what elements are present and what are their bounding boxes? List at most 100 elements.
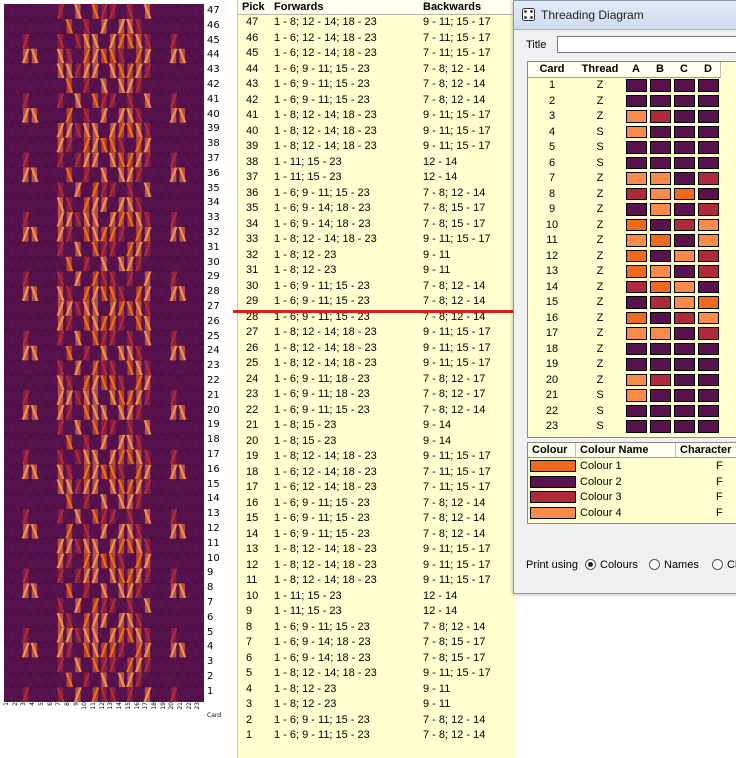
hole-colour-cell[interactable] [626, 110, 647, 123]
pick-row[interactable]: 37 1 - 11; 15 - 23 12 - 14 [238, 170, 515, 186]
pick-row[interactable]: 14 1 - 6; 9 - 11; 15 - 23 7 - 8; 12 - 14 [238, 527, 515, 543]
pick-row[interactable]: 18 1 - 6; 12 - 14; 18 - 23 7 - 11; 15 - 17 [238, 465, 515, 481]
hole-colour-cell[interactable] [698, 296, 719, 309]
hole-colour-cell[interactable] [650, 110, 671, 123]
hole-colour-cell[interactable] [650, 203, 671, 216]
thread-direction[interactable]: Z [596, 187, 604, 200]
thread-direction[interactable]: S [596, 389, 604, 401]
hole-colour-cell[interactable] [698, 265, 719, 278]
card-row[interactable]: 19 Z [528, 357, 736, 373]
card-row[interactable]: 11 Z [528, 233, 736, 249]
hole-colour-cell[interactable] [674, 94, 695, 107]
card-row[interactable]: 12 Z [528, 249, 736, 265]
thread-direction[interactable]: Z [596, 218, 604, 231]
backwards-column-header[interactable]: Backwards [423, 1, 482, 13]
thread-direction[interactable]: Z [596, 110, 604, 122]
hole-colour-cell[interactable] [674, 311, 695, 324]
hole-colour-cell[interactable] [698, 172, 719, 185]
pick-row[interactable]: 46 1 - 6; 12 - 14; 18 - 23 7 - 11; 15 - 17 [238, 31, 515, 47]
hole-colour-cell[interactable] [650, 125, 671, 138]
pick-column-header[interactable]: Pick [242, 1, 265, 13]
hole-colour-cell[interactable] [698, 404, 719, 417]
card-row[interactable]: 21 S [528, 388, 736, 404]
hole-colour-cell[interactable] [626, 125, 647, 138]
card-row[interactable]: 20 Z [528, 373, 736, 389]
hole-colour-cell[interactable] [674, 172, 695, 185]
pick-row[interactable]: 12 1 - 8; 12 - 14; 18 - 23 9 - 11; 15 - 17 [238, 558, 515, 574]
hole-colour-cell[interactable] [626, 389, 647, 402]
hole-colour-cell[interactable] [626, 203, 647, 216]
pick-row[interactable]: 39 1 - 8; 12 - 14; 18 - 23 9 - 11; 15 - 17 [238, 139, 515, 155]
hole-colour-cell[interactable] [626, 218, 647, 231]
hole-colour-cell[interactable] [626, 94, 647, 107]
hole-colour-cell[interactable] [650, 327, 671, 340]
card-row[interactable]: 22 S [528, 404, 736, 420]
card-row[interactable]: 14 Z [528, 280, 736, 296]
thread-direction[interactable]: S [596, 125, 604, 138]
hole-colour-cell[interactable] [650, 358, 671, 371]
title-input[interactable] [557, 36, 736, 53]
hole-colour-cell[interactable] [650, 280, 671, 293]
hole-colour-cell[interactable] [626, 265, 647, 278]
hole-colour-cell[interactable] [674, 156, 695, 169]
weave-pattern-canvas[interactable] [4, 4, 204, 702]
hole-colour-cell[interactable] [626, 156, 647, 169]
hole-colour-cell[interactable] [698, 358, 719, 371]
thread-direction[interactable]: Z [596, 203, 604, 215]
pick-row[interactable]: 20 1 - 8; 15 - 23 9 - 14 [238, 434, 515, 450]
pick-row[interactable]: 32 1 - 8; 12 - 23 9 - 11 [238, 248, 515, 264]
hole-colour-cell[interactable] [674, 296, 695, 309]
print-colours-radio[interactable] [585, 559, 596, 570]
forwards-column-header[interactable]: Forwards [274, 1, 324, 13]
pick-row[interactable]: 44 1 - 6; 9 - 11; 15 - 23 7 - 8; 12 - 14 [238, 62, 515, 78]
colour-swatch[interactable] [530, 475, 576, 488]
thread-direction[interactable]: S [596, 404, 604, 417]
hole-colour-cell[interactable] [698, 79, 719, 92]
hole-colour-cell[interactable] [698, 249, 719, 262]
threading-grid[interactable]: Card Thread A B C D 1 Z 2 Z 3 Z 4 S 5 S 6 S 7 Z 8 Z 9 Z 10… [527, 61, 736, 438]
pick-row[interactable]: 28 1 - 6; 9 - 11; 15 - 23 7 - 8; 12 - 14 [238, 310, 515, 326]
hole-colour-cell[interactable] [626, 172, 647, 185]
thread-direction[interactable]: Z [596, 280, 604, 293]
print-characters-radio[interactable] [712, 559, 723, 570]
hole-colour-cell[interactable] [626, 342, 647, 355]
thread-direction[interactable]: Z [596, 358, 604, 370]
card-row[interactable]: 15 Z [528, 295, 736, 311]
hole-colour-cell[interactable] [674, 342, 695, 355]
thread-direction[interactable]: Z [596, 172, 604, 184]
colour-table[interactable]: Colour Colour Name Character Colour 1 F Co… [527, 442, 736, 524]
hole-colour-cell[interactable] [698, 94, 719, 107]
thread-direction[interactable]: Z [596, 265, 604, 277]
thread-direction[interactable]: Z [596, 234, 604, 246]
hole-colour-cell[interactable] [650, 311, 671, 324]
print-names-radio[interactable] [649, 559, 660, 570]
thread-direction[interactable]: Z [596, 311, 604, 324]
hole-colour-cell[interactable] [674, 358, 695, 371]
print-colours-label[interactable]: Colours [600, 559, 638, 571]
pick-row[interactable]: 19 1 - 8; 12 - 14; 18 - 23 9 - 11; 15 - 17 [238, 449, 515, 465]
window-titlebar[interactable]: Threading Diagram [514, 1, 736, 30]
hole-colour-cell[interactable] [626, 327, 647, 340]
hole-colour-cell[interactable] [626, 420, 647, 433]
hole-colour-cell[interactable] [650, 342, 671, 355]
colour-swatch[interactable] [530, 491, 576, 503]
hole-colour-cell[interactable] [698, 218, 719, 231]
print-names-label[interactable]: Names [664, 559, 699, 571]
pick-row[interactable]: 42 1 - 6; 9 - 11; 15 - 23 7 - 8; 12 - 14 [238, 93, 515, 109]
hole-colour-cell[interactable] [698, 342, 719, 355]
pick-row[interactable]: 23 1 - 6; 9 - 11; 18 - 23 7 - 8; 12 - 17 [238, 387, 515, 403]
hole-colour-cell[interactable] [626, 141, 647, 154]
hole-colour-cell[interactable] [626, 358, 647, 371]
hole-colour-cell[interactable] [626, 234, 647, 247]
hole-colour-cell[interactable] [698, 156, 719, 169]
